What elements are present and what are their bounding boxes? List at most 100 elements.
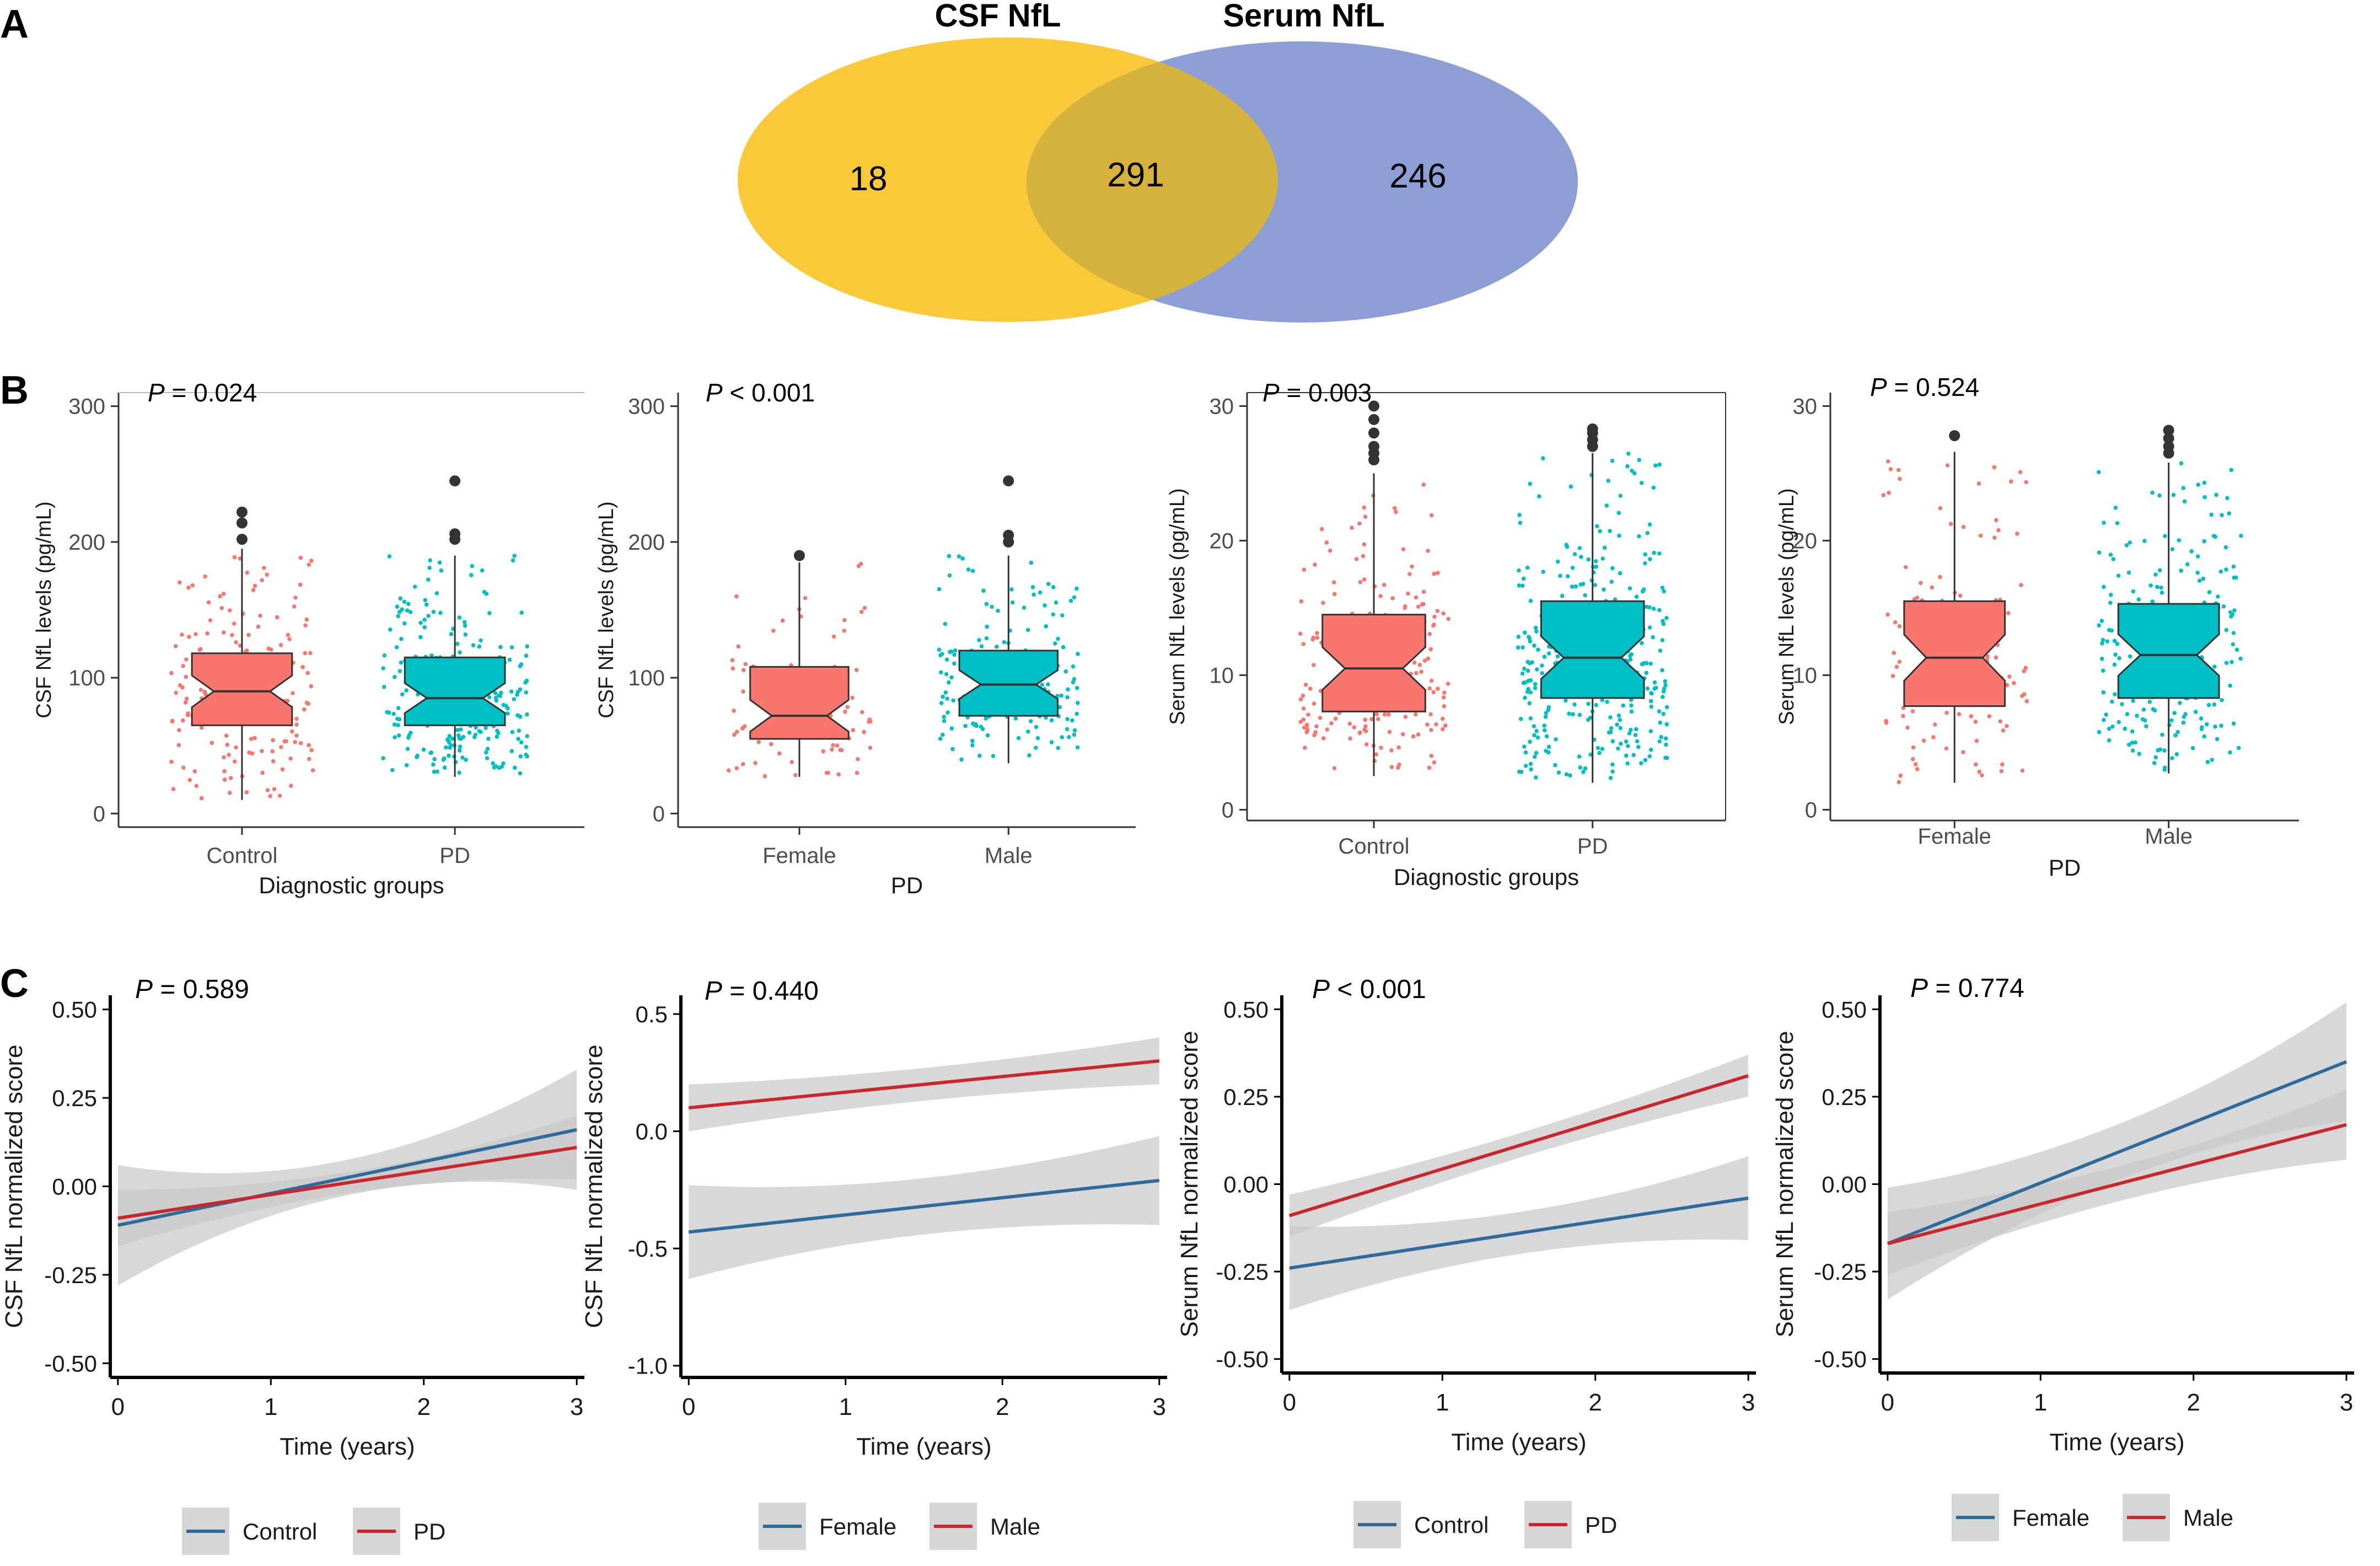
box-body [1540, 600, 1645, 699]
jitter-point [735, 730, 739, 734]
jitter-point [2141, 707, 2146, 712]
jitter-point [1387, 730, 1392, 734]
jitter-point [209, 741, 214, 745]
y-tick-label: 0.50 [52, 997, 97, 1023]
jitter-point [2221, 604, 2226, 609]
jitter-point [293, 595, 298, 600]
jitter-point [2102, 521, 2106, 525]
jitter-point [2229, 659, 2234, 664]
jitter-point [1362, 505, 1367, 510]
jitter-point [1406, 591, 1410, 596]
jitter-point [442, 765, 447, 770]
jitter-point [1945, 463, 1950, 468]
jitter-point [1541, 570, 1545, 574]
jitter-point [1421, 482, 1426, 487]
y-axis-label: CSF NfL normalized score [1, 1044, 28, 1328]
jitter-point [1898, 476, 1902, 481]
jitter-point [1661, 689, 1666, 694]
jitter-point [404, 688, 409, 693]
x-tick-label: 1 [839, 1393, 852, 1420]
jitter-point [1532, 724, 1536, 728]
jitter-point [300, 665, 305, 669]
jitter-point [741, 668, 746, 672]
jitter-point [1061, 645, 1066, 650]
jitter-point [442, 757, 446, 761]
jitter-point [1616, 746, 1620, 751]
jitter-point [479, 638, 483, 643]
jitter-point [1930, 585, 1935, 590]
jitter-point [1662, 589, 1666, 594]
jitter-point [2189, 549, 2194, 554]
jitter-point [2206, 702, 2211, 707]
jitter-point [477, 644, 482, 649]
jitter-point [862, 730, 866, 734]
jitter-point [1401, 547, 1406, 551]
jitter-point [494, 698, 499, 703]
p-value-label: P < 0.001 [1312, 975, 1426, 1004]
jitter-point [482, 589, 487, 594]
jitter-point [406, 736, 411, 740]
jitter-point [2100, 641, 2104, 646]
jitter-point [1034, 746, 1038, 750]
jitter-point [2024, 480, 2028, 485]
jitter-point [1640, 641, 1644, 646]
jitter-point [294, 722, 299, 727]
jitter-point [1658, 720, 1662, 725]
x-tick-label: 2 [2186, 1389, 2200, 1416]
jitter-point [457, 748, 462, 753]
jitter-point [455, 728, 460, 732]
jitter-point [1629, 727, 1633, 732]
jitter-point [850, 695, 855, 700]
jitter-point [1532, 643, 1536, 648]
jitter-point [859, 609, 864, 614]
jitter-point [1304, 730, 1309, 734]
jitter-point [1546, 707, 1551, 712]
jitter-point [208, 618, 213, 623]
jitter-point [418, 635, 423, 640]
outlier-point [449, 528, 461, 540]
jitter-point [491, 761, 495, 766]
jitter-point [1417, 663, 1422, 667]
jitter-point [1887, 491, 1891, 495]
jitter-point [1577, 754, 1582, 759]
jitter-point [803, 596, 808, 600]
jitter-point [1436, 571, 1440, 575]
jitter-point [493, 691, 498, 695]
jitter-point [2163, 534, 2167, 538]
jitter-point [516, 737, 520, 741]
jitter-point [1658, 648, 1663, 653]
jitter-point [519, 740, 524, 744]
jitter-point [960, 556, 965, 561]
jitter-point [1441, 611, 1446, 616]
jitter-point [1948, 522, 1953, 526]
jitter-point [294, 716, 299, 721]
jitter-point [2128, 654, 2132, 659]
jitter-point [2140, 717, 2145, 722]
jitter-point [423, 598, 427, 603]
jitter-point [977, 638, 981, 642]
box-body [1321, 614, 1426, 712]
jitter-point [388, 627, 393, 632]
y-axis-label: Serum NfL levels (pg/mL) [1166, 488, 1189, 725]
jitter-point [1645, 686, 1650, 691]
jitter-point [180, 632, 184, 637]
p-value-label: P = 0.440 [705, 977, 819, 1006]
jitter-point [1583, 593, 1587, 598]
jitter-point [457, 770, 461, 775]
jitter-point [1595, 524, 1599, 529]
jitter-point [1421, 589, 1426, 594]
jitter-point [984, 716, 988, 721]
jitter-point [447, 734, 452, 738]
jitter-point [1610, 762, 1615, 767]
jitter-point [2019, 583, 2023, 587]
jitter-point [1076, 701, 1080, 705]
p-value-symbol: P [706, 378, 723, 407]
jitter-point [2001, 728, 2006, 733]
jitter-point [404, 763, 409, 768]
jitter-point [512, 697, 516, 701]
p-value-symbol: P [1870, 373, 1887, 401]
jitter-point [1525, 668, 1530, 673]
jitter-point [1312, 663, 1316, 667]
jitter-point [1301, 706, 1306, 711]
